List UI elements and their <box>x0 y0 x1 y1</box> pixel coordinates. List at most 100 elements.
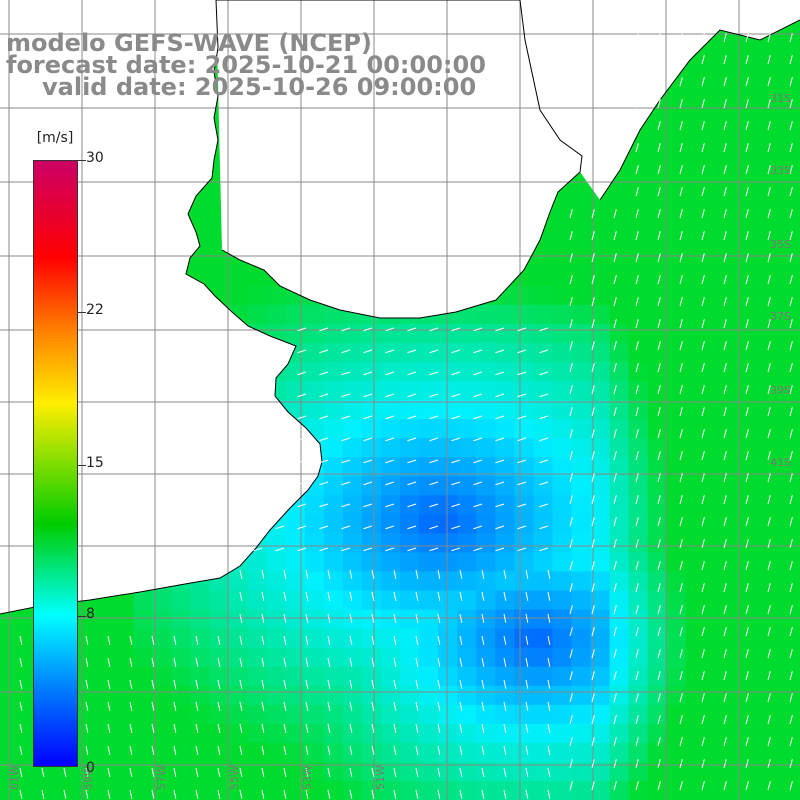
wind-arrow <box>459 723 463 733</box>
valid-date: valid date: 2025-10-26 09:00:00 <box>42 73 477 101</box>
wind-arrow <box>437 701 441 711</box>
wind-arrow <box>591 715 595 725</box>
wind-arrow <box>789 715 793 725</box>
wind-arrow <box>613 583 617 593</box>
wind-arrow <box>319 415 329 420</box>
wind-arrow <box>723 209 727 219</box>
wind-arrow <box>473 459 483 464</box>
colorbar-tick-mark <box>78 616 86 617</box>
wind-arrow <box>767 737 771 747</box>
wind-arrow <box>745 627 749 637</box>
wind-arrow <box>789 781 793 791</box>
wind-arrow <box>679 231 683 241</box>
wind-arrow <box>385 371 395 376</box>
wind-arrow <box>129 745 133 755</box>
wind-arrow <box>701 693 705 703</box>
wind-arrow <box>385 327 395 332</box>
wind-arrow <box>547 745 551 755</box>
wind-arrow <box>569 231 573 241</box>
wind-arrow <box>657 671 661 681</box>
wind-arrow <box>239 635 243 645</box>
wind-arrow <box>525 701 529 711</box>
wind-arrow <box>319 525 329 530</box>
wind-arrow <box>217 635 221 645</box>
wind-arrow <box>319 349 329 354</box>
wind-arrow <box>151 745 155 755</box>
wind-arrow <box>745 209 749 219</box>
wind-arrow <box>261 789 265 799</box>
wind-arrow <box>679 517 683 527</box>
wind-arrow <box>745 517 749 527</box>
wind-arrow <box>429 371 439 376</box>
wind-arrow <box>305 723 309 733</box>
wind-arrow <box>385 503 395 508</box>
wind-arrow <box>723 495 727 505</box>
wind-arrow <box>789 341 793 351</box>
wind-arrow <box>745 429 749 439</box>
wind-arrow <box>371 591 375 601</box>
wind-arrow <box>613 671 617 681</box>
wind-arrow <box>547 723 551 733</box>
wind-arrow <box>745 297 749 307</box>
wind-arrow <box>701 561 705 571</box>
wind-arrow <box>239 591 243 601</box>
colorbar-tick-label: 8 <box>86 606 95 622</box>
wind-arrow <box>195 701 199 711</box>
wind-arrow <box>363 459 373 464</box>
wind-arrow <box>459 613 463 623</box>
wind-arrow <box>283 657 287 667</box>
wind-arrow <box>679 583 683 593</box>
wind-arrow <box>481 591 485 601</box>
wind-arrow <box>451 525 461 530</box>
wind-arrow <box>231 503 241 508</box>
wind-arrow <box>503 789 507 799</box>
wind-arrow <box>591 759 595 769</box>
wind-arrow <box>349 745 353 755</box>
wind-arrow <box>495 371 505 376</box>
wind-arrow <box>473 393 483 398</box>
wind-arrow <box>261 679 265 689</box>
wind-arrow <box>723 561 727 571</box>
wind-arrow <box>437 767 441 777</box>
wind-arrow <box>679 187 683 197</box>
wind-arrow <box>767 385 771 395</box>
wind-arrow <box>723 583 727 593</box>
wind-arrow <box>723 275 727 285</box>
wind-arrow <box>569 429 573 439</box>
wind-arrow <box>723 77 727 87</box>
wind-arrow <box>539 349 549 354</box>
wind-arrow <box>129 679 133 689</box>
wind-arrow <box>451 481 461 486</box>
wind-arrow <box>371 635 375 645</box>
wind-arrow <box>327 679 331 689</box>
wind-arrow <box>789 55 793 65</box>
wind-arrow <box>679 737 683 747</box>
wind-arrow <box>297 437 307 442</box>
wind-arrow <box>363 393 373 398</box>
wind-arrow <box>503 767 507 777</box>
wind-arrow <box>349 613 353 623</box>
wind-arrow <box>503 723 507 733</box>
wind-arrow <box>547 767 551 777</box>
wind-arrow <box>19 635 23 645</box>
wind-arrow <box>195 679 199 689</box>
wind-arrow <box>701 77 705 87</box>
wind-arrow <box>745 11 749 21</box>
wind-arrow <box>745 253 749 263</box>
wind-arrow <box>591 561 595 571</box>
wind-arrow <box>701 99 705 109</box>
wind-arrow <box>349 701 353 711</box>
wind-arrow <box>767 209 771 219</box>
wind-arrow <box>767 297 771 307</box>
wind-arrow <box>451 349 461 354</box>
wind-arrow <box>569 583 573 593</box>
wind-arrow <box>613 539 617 549</box>
wind-arrow <box>635 143 639 153</box>
wind-arrow <box>723 407 727 417</box>
wind-arrow <box>635 605 639 615</box>
wind-arrow <box>723 473 727 483</box>
wind-arrow <box>569 363 573 373</box>
wind-arrow <box>701 253 705 263</box>
wind-arrow <box>473 437 483 442</box>
wind-arrow <box>283 569 287 579</box>
